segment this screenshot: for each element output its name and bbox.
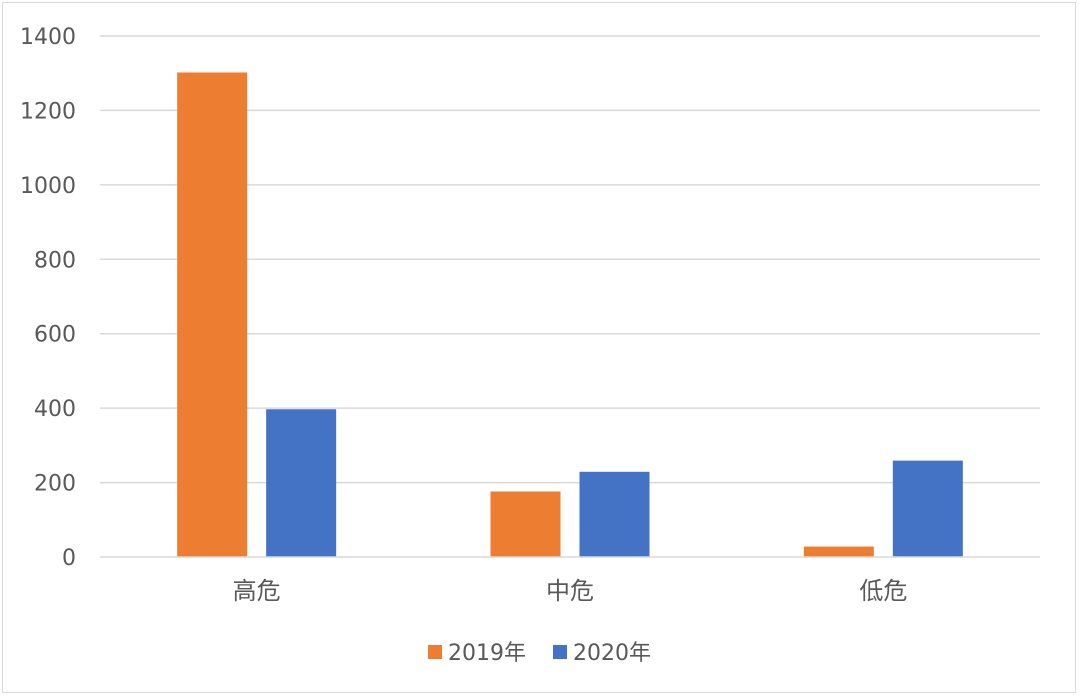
bar-2020年-低危: [892, 460, 963, 557]
y-tick-label: 600: [34, 323, 76, 348]
bar-2019年-高危: [177, 72, 248, 557]
y-tick-label: 1200: [20, 99, 76, 124]
y-tick-label: 0: [62, 546, 76, 571]
legend: 2019年 2020年: [428, 641, 651, 666]
bars: [177, 72, 963, 557]
y-axis-tick-labels: 0 200 400 600 800 1000 1200 1400: [20, 25, 76, 571]
bar-2020年-高危: [266, 409, 337, 557]
category-label: 低危: [859, 577, 907, 605]
category-labels: 高危 中危 低危: [233, 577, 908, 605]
y-tick-label: 800: [34, 248, 76, 273]
y-tick-label: 1400: [20, 25, 76, 50]
category-label: 中危: [546, 577, 594, 605]
bar-2020年-中危: [579, 471, 650, 557]
bar-2019年-低危: [803, 546, 874, 557]
legend-swatch: [553, 645, 567, 659]
bar-2019年-中危: [490, 491, 561, 557]
y-tick-label: 200: [34, 472, 76, 497]
legend-label: 2019年: [448, 641, 526, 666]
category-label: 高危: [233, 577, 281, 605]
gridlines: [100, 35, 1040, 484]
y-tick-label: 1000: [20, 174, 76, 199]
legend-swatch: [428, 645, 442, 659]
legend-label: 2020年: [573, 641, 651, 666]
y-tick-label: 400: [34, 397, 76, 422]
